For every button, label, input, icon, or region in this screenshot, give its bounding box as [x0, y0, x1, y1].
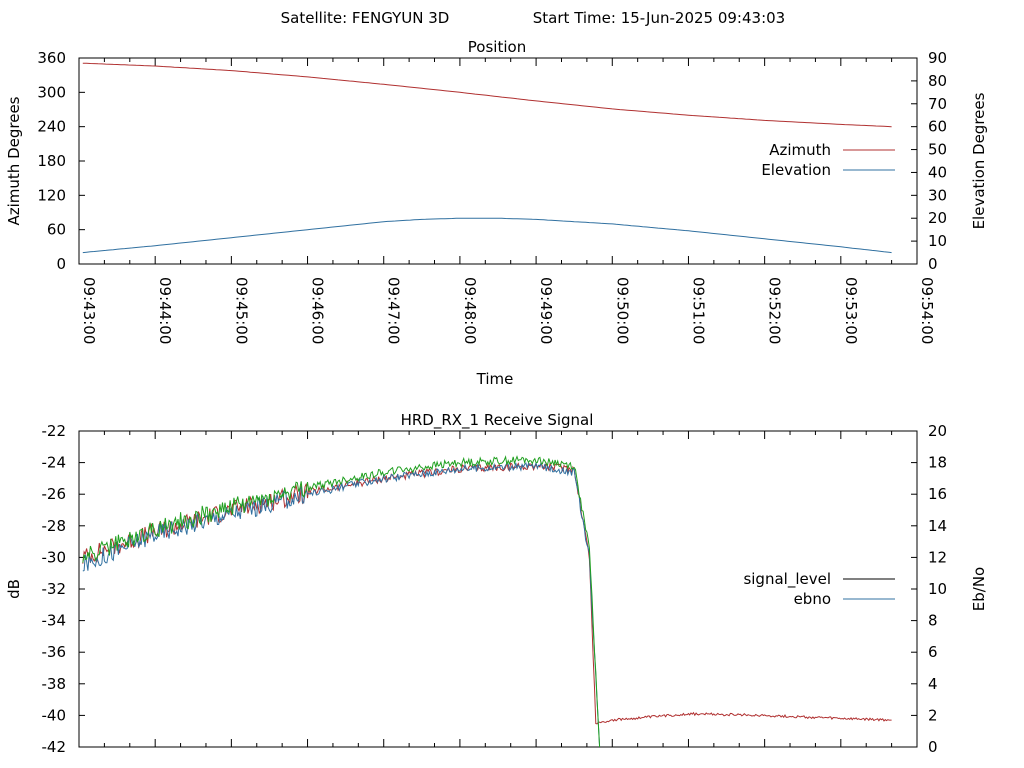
series-line-signal_level [82, 461, 892, 725]
y2-tick-label: 20 [928, 422, 947, 440]
legend-label: ebno [794, 590, 831, 608]
y-tick-label: 180 [37, 152, 66, 170]
y-tick-label: -30 [42, 548, 67, 566]
y2-tick-label: 0 [928, 255, 938, 273]
y2-tick-label: 30 [928, 186, 947, 204]
signal-plot-frame [78, 430, 918, 748]
y2-tick-label: 20 [928, 209, 947, 227]
signal-y-axis-label: dB [5, 579, 23, 599]
y2-tick-label: 18 [928, 454, 947, 472]
y2-tick-label: 10 [928, 232, 947, 250]
header-satellite: Satellite: FENGYUN 3D [281, 9, 450, 27]
y2-tick-label: 90 [928, 49, 947, 67]
position-x-axis-label: Time [476, 370, 514, 388]
legend-label: Elevation [761, 161, 831, 179]
y-tick-label: 120 [37, 186, 66, 204]
y-tick-label: -32 [42, 580, 67, 598]
signal-y2-axis-label: Eb/No [970, 567, 988, 611]
x-tick-label: 09:51:00 [689, 277, 707, 344]
position-chart-title: Position [468, 38, 526, 56]
x-tick-label: 09:44:00 [156, 277, 174, 344]
series-line-ebno [82, 461, 601, 748]
series-line-Elevation [82, 217, 892, 254]
x-tick-label: 09:43:00 [80, 277, 98, 344]
y2-tick-label: 16 [928, 485, 947, 503]
y-tick-label: 60 [47, 221, 66, 239]
y2-tick-label: 8 [928, 612, 938, 630]
signal-chart: HRD_RX_1 Receive Signal dB Eb/No -42 -40 -… [5, 411, 988, 756]
y2-tick-label: 14 [928, 517, 947, 535]
y-tick-label: -22 [42, 422, 67, 440]
series-line-Azimuth [82, 62, 892, 128]
y2-tick-label: 60 [928, 118, 947, 136]
y-tick-label: -42 [42, 738, 67, 756]
x-tick-label: 09:52:00 [766, 277, 784, 344]
y-tick-label: -34 [42, 612, 67, 630]
legend-label: Azimuth [769, 141, 831, 159]
x-tick-label: 09:50:00 [613, 277, 631, 344]
y2-tick-label: 50 [928, 141, 947, 159]
y-tick-label: -28 [42, 517, 67, 535]
y2-tick-label: 40 [928, 163, 947, 181]
position-chart: Position Azimuth Degrees Elevation Degre… [5, 38, 988, 388]
y2-tick-label: 0 [928, 738, 938, 756]
y-tick-label: -36 [42, 643, 67, 661]
y-tick-label: -24 [42, 454, 67, 472]
x-tick-label: 09:46:00 [309, 277, 327, 344]
y2-tick-label: 70 [928, 95, 947, 113]
y2-tick-label: 6 [928, 643, 938, 661]
position-y2-axis-label: Elevation Degrees [970, 92, 988, 229]
y-tick-label: 300 [37, 83, 66, 101]
y2-tick-label: 10 [928, 580, 947, 598]
y-tick-label: -26 [42, 485, 67, 503]
x-tick-label: 09:54:00 [918, 277, 936, 344]
x-tick-label: 09:49:00 [537, 277, 555, 344]
y-tick-label: -40 [42, 706, 67, 724]
y-tick-label: 0 [56, 255, 66, 273]
y-tick-label: 240 [37, 118, 66, 136]
y-tick-label: -38 [42, 675, 67, 693]
header-start-time: Start Time: 15-Jun-2025 09:43:03 [533, 9, 785, 27]
series-line-unnamed [82, 455, 601, 748]
y2-tick-label: 2 [928, 706, 938, 724]
signal-chart-title: HRD_RX_1 Receive Signal [401, 411, 594, 430]
position-y-axis-label: Azimuth Degrees [5, 96, 23, 225]
y2-tick-label: 12 [928, 548, 947, 566]
y2-tick-label: 4 [928, 675, 938, 693]
x-tick-label: 09:45:00 [232, 277, 250, 344]
y2-tick-label: 80 [928, 72, 947, 90]
legend-label: signal_level [743, 570, 831, 589]
x-tick-label: 09:48:00 [461, 277, 479, 344]
y-tick-label: 360 [37, 49, 66, 67]
x-tick-label: 09:47:00 [385, 277, 403, 344]
x-tick-label: 09:53:00 [842, 277, 860, 344]
